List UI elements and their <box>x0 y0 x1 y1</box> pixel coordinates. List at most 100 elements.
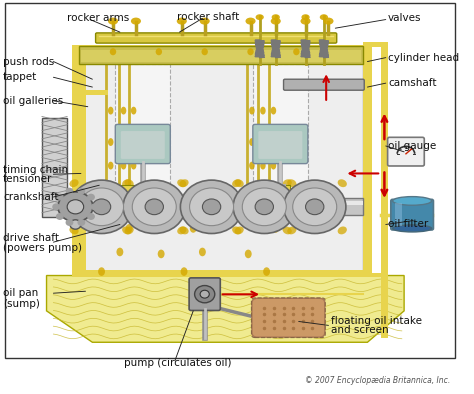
Circle shape <box>190 188 234 226</box>
Ellipse shape <box>272 14 280 20</box>
Bar <box>80 64 85 270</box>
Ellipse shape <box>117 248 123 256</box>
Ellipse shape <box>69 179 79 187</box>
Text: drive shaft: drive shaft <box>3 233 59 243</box>
Circle shape <box>145 199 164 215</box>
Ellipse shape <box>199 248 206 256</box>
Ellipse shape <box>337 179 347 187</box>
Circle shape <box>195 286 215 303</box>
Ellipse shape <box>158 220 164 229</box>
Circle shape <box>56 194 63 200</box>
Ellipse shape <box>69 227 79 234</box>
FancyBboxPatch shape <box>96 33 337 43</box>
Text: oil pan: oil pan <box>3 288 38 298</box>
Ellipse shape <box>235 179 244 187</box>
Bar <box>253 63 308 189</box>
Ellipse shape <box>249 162 255 169</box>
Ellipse shape <box>217 216 224 225</box>
Ellipse shape <box>177 179 186 187</box>
Ellipse shape <box>126 224 133 233</box>
Circle shape <box>78 220 84 225</box>
Bar <box>42 119 67 217</box>
Circle shape <box>70 180 133 234</box>
Text: (powers pump): (powers pump) <box>3 243 82 253</box>
Ellipse shape <box>235 227 244 234</box>
Text: cylinder head: cylinder head <box>388 53 459 63</box>
Circle shape <box>92 199 111 215</box>
Ellipse shape <box>271 162 276 169</box>
Circle shape <box>255 199 273 215</box>
Circle shape <box>202 199 221 215</box>
Ellipse shape <box>131 107 137 115</box>
Circle shape <box>53 204 59 210</box>
Text: rocker shaft: rocker shaft <box>177 12 239 22</box>
Ellipse shape <box>108 107 113 115</box>
Text: tappet: tappet <box>3 72 37 82</box>
Ellipse shape <box>177 227 186 234</box>
Ellipse shape <box>232 227 241 234</box>
Ellipse shape <box>98 267 105 276</box>
Text: rocker arms: rocker arms <box>67 13 129 23</box>
FancyBboxPatch shape <box>252 298 325 337</box>
Circle shape <box>200 290 210 298</box>
Ellipse shape <box>201 48 208 55</box>
Ellipse shape <box>263 267 270 276</box>
Bar <box>363 273 388 277</box>
Circle shape <box>306 199 324 215</box>
Ellipse shape <box>301 18 310 25</box>
Ellipse shape <box>200 18 210 25</box>
Text: valves: valves <box>388 13 421 23</box>
Ellipse shape <box>260 162 265 169</box>
Ellipse shape <box>272 224 279 233</box>
Circle shape <box>66 188 73 194</box>
Ellipse shape <box>180 179 189 187</box>
Text: oil filter: oil filter <box>388 219 428 229</box>
Bar <box>80 188 108 193</box>
Ellipse shape <box>271 107 276 115</box>
Circle shape <box>80 188 124 226</box>
Text: (sump): (sump) <box>3 299 40 309</box>
Ellipse shape <box>247 48 254 55</box>
Ellipse shape <box>287 227 296 234</box>
FancyBboxPatch shape <box>189 278 220 310</box>
Circle shape <box>70 220 81 229</box>
FancyBboxPatch shape <box>115 125 170 164</box>
Text: camshaft: camshaft <box>388 78 437 88</box>
Ellipse shape <box>121 162 126 169</box>
Ellipse shape <box>125 227 134 234</box>
Ellipse shape <box>125 179 134 187</box>
Bar <box>80 90 108 95</box>
Ellipse shape <box>392 225 432 232</box>
Text: pump (circulates oil): pump (circulates oil) <box>125 358 232 368</box>
Bar <box>72 46 80 277</box>
Ellipse shape <box>155 48 162 55</box>
Circle shape <box>67 200 84 214</box>
Bar <box>363 46 372 277</box>
Circle shape <box>132 188 176 226</box>
Text: crankshaft: crankshaft <box>3 192 58 202</box>
Ellipse shape <box>301 14 310 20</box>
Ellipse shape <box>337 227 347 234</box>
Ellipse shape <box>271 18 281 25</box>
Ellipse shape <box>323 18 334 25</box>
Ellipse shape <box>108 18 118 25</box>
Ellipse shape <box>158 250 164 258</box>
Bar <box>81 198 363 216</box>
Circle shape <box>283 180 346 234</box>
Ellipse shape <box>295 216 302 225</box>
Ellipse shape <box>190 224 197 233</box>
Ellipse shape <box>131 18 141 25</box>
Ellipse shape <box>320 14 328 20</box>
Ellipse shape <box>260 107 265 115</box>
FancyBboxPatch shape <box>253 125 308 164</box>
Circle shape <box>56 214 63 219</box>
Ellipse shape <box>287 179 296 187</box>
Ellipse shape <box>177 18 187 25</box>
Polygon shape <box>46 275 404 342</box>
Text: oil galleries: oil galleries <box>3 96 63 106</box>
Ellipse shape <box>131 162 137 169</box>
Circle shape <box>88 194 94 200</box>
Ellipse shape <box>249 107 255 115</box>
Circle shape <box>66 220 73 225</box>
Text: timing chain: timing chain <box>3 165 68 175</box>
